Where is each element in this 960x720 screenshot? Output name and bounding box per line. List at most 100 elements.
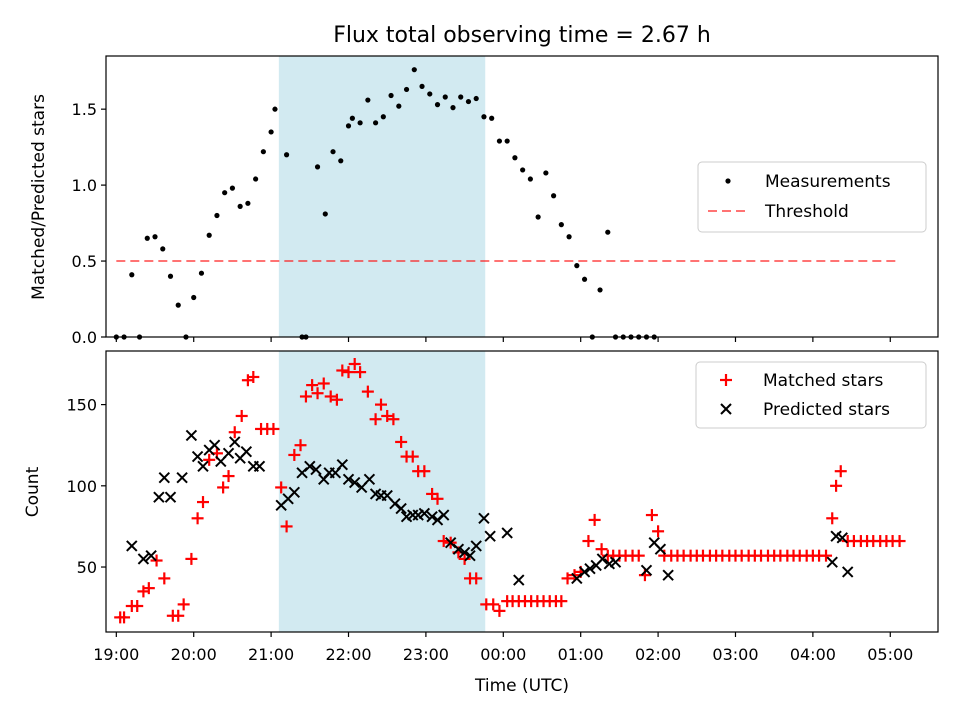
predicted-star-point (240, 445, 253, 458)
bottom-y-tick-label: 50 (77, 558, 97, 577)
matched-star-point (361, 385, 374, 398)
predicted-star-point (137, 553, 150, 565)
predicted-star-point (145, 549, 157, 562)
measurement-point (566, 234, 572, 240)
bottom-plot-frame (105, 350, 939, 633)
measurement-point (481, 114, 487, 120)
predicted-star-point (342, 473, 355, 486)
measurement-point (314, 164, 321, 170)
measurement-point (458, 94, 464, 100)
matched-star-point (375, 398, 388, 411)
matched-star-point (197, 496, 210, 509)
matched-star-point (336, 364, 349, 377)
matched-star-point (118, 611, 131, 624)
x-tick-label: 01:00 (558, 645, 604, 664)
matched-star-point (306, 379, 319, 392)
legend-predicted-label: Predicted stars (763, 400, 890, 420)
predicted-star-point (395, 502, 407, 515)
top-plot-frame (105, 55, 939, 338)
matched-star-point (342, 366, 355, 379)
measurement-point (380, 114, 386, 120)
measurement-point (551, 193, 557, 199)
measurement-point (260, 149, 266, 155)
predicted-star-point (478, 512, 490, 525)
x-axis-label: Time (UTC) (474, 676, 569, 696)
legend-threshold-label: Threshold (764, 202, 849, 222)
ratio-panel: 0.0 0.5 1.0 1.5 Matched/Predicted stars Mea… (29, 55, 939, 347)
matched-star-point (369, 413, 382, 426)
measurement-point (349, 115, 355, 121)
measurement-point (268, 129, 274, 135)
measurement-point (558, 222, 564, 228)
predicted-star-point (513, 574, 525, 586)
figure-title: Flux total observing time = 2.67 h (333, 23, 711, 48)
measurement-point (543, 170, 549, 176)
predicted-star-point (662, 569, 674, 581)
measurement-point (345, 123, 352, 129)
predicted-star-point (458, 546, 471, 559)
measurement-point (214, 212, 220, 219)
predicted-star-point (470, 540, 482, 552)
measurement-point (403, 86, 410, 93)
measurement-point (152, 234, 158, 240)
matched-star-point (830, 479, 843, 492)
predicted-star-point (153, 491, 165, 503)
predicted-star-point (126, 540, 138, 552)
measurement-point (581, 276, 588, 282)
matched-star-point (235, 409, 248, 422)
matched-star-point (588, 513, 601, 526)
predicted-star-point (426, 510, 438, 523)
top-y-tick-label: 1.0 (72, 176, 97, 195)
top-legend: Measurements Threshold (697, 161, 927, 233)
measurement-point (144, 235, 150, 241)
predicted-star-point (304, 460, 316, 473)
measurement-point (330, 149, 336, 155)
matched-star-point (381, 409, 394, 422)
measurement-point (419, 83, 425, 89)
x-tick-label: 00:00 (480, 645, 526, 664)
matched-star-point (493, 604, 506, 617)
measurement-point (504, 138, 510, 144)
measurement-point (229, 185, 236, 191)
matched-star-point (582, 535, 595, 548)
x-tick-label: 20:00 (171, 645, 217, 664)
legend-measurements-marker (725, 178, 731, 184)
matched-star-point (131, 600, 144, 613)
measurement-point (253, 176, 259, 182)
matched-star-point (150, 554, 163, 567)
measurement-point (322, 211, 328, 217)
measurement-point (434, 102, 441, 108)
x-tick-label: 19:00 (93, 645, 139, 664)
predicted-star-point (348, 476, 361, 489)
predicted-star-point (336, 458, 349, 471)
predicted-star-point (578, 566, 591, 578)
measurement-point (427, 91, 433, 97)
predicted-star-point (164, 491, 177, 503)
measurement-point (535, 214, 541, 220)
matched-star-point (299, 390, 312, 403)
predicted-star-point (501, 527, 513, 539)
x-tick-label: 21:00 (248, 645, 294, 664)
legend-measurements-label: Measurements (765, 172, 891, 192)
matched-star-point (595, 543, 608, 556)
measurement-point (489, 115, 495, 121)
matched-star-point (387, 413, 400, 426)
measurement-point (191, 294, 197, 301)
matched-star-point (834, 465, 847, 478)
measurement-point (388, 92, 394, 99)
measurement-point (237, 203, 243, 209)
matched-star-point (487, 598, 500, 611)
matched-star-point (222, 470, 235, 483)
matched-star-point (820, 549, 833, 562)
matched-star-point (228, 426, 241, 439)
x-tick-label: 04:00 (790, 645, 836, 664)
legend-matched-label: Matched stars (763, 371, 883, 391)
matched-star-point (348, 357, 361, 370)
matched-star-point (395, 435, 408, 448)
matched-star-point (185, 552, 198, 565)
legend-matched-marker (720, 374, 732, 386)
measurement-point (338, 158, 344, 164)
predicted-star-point (609, 556, 622, 568)
matched-star-point (275, 481, 288, 494)
